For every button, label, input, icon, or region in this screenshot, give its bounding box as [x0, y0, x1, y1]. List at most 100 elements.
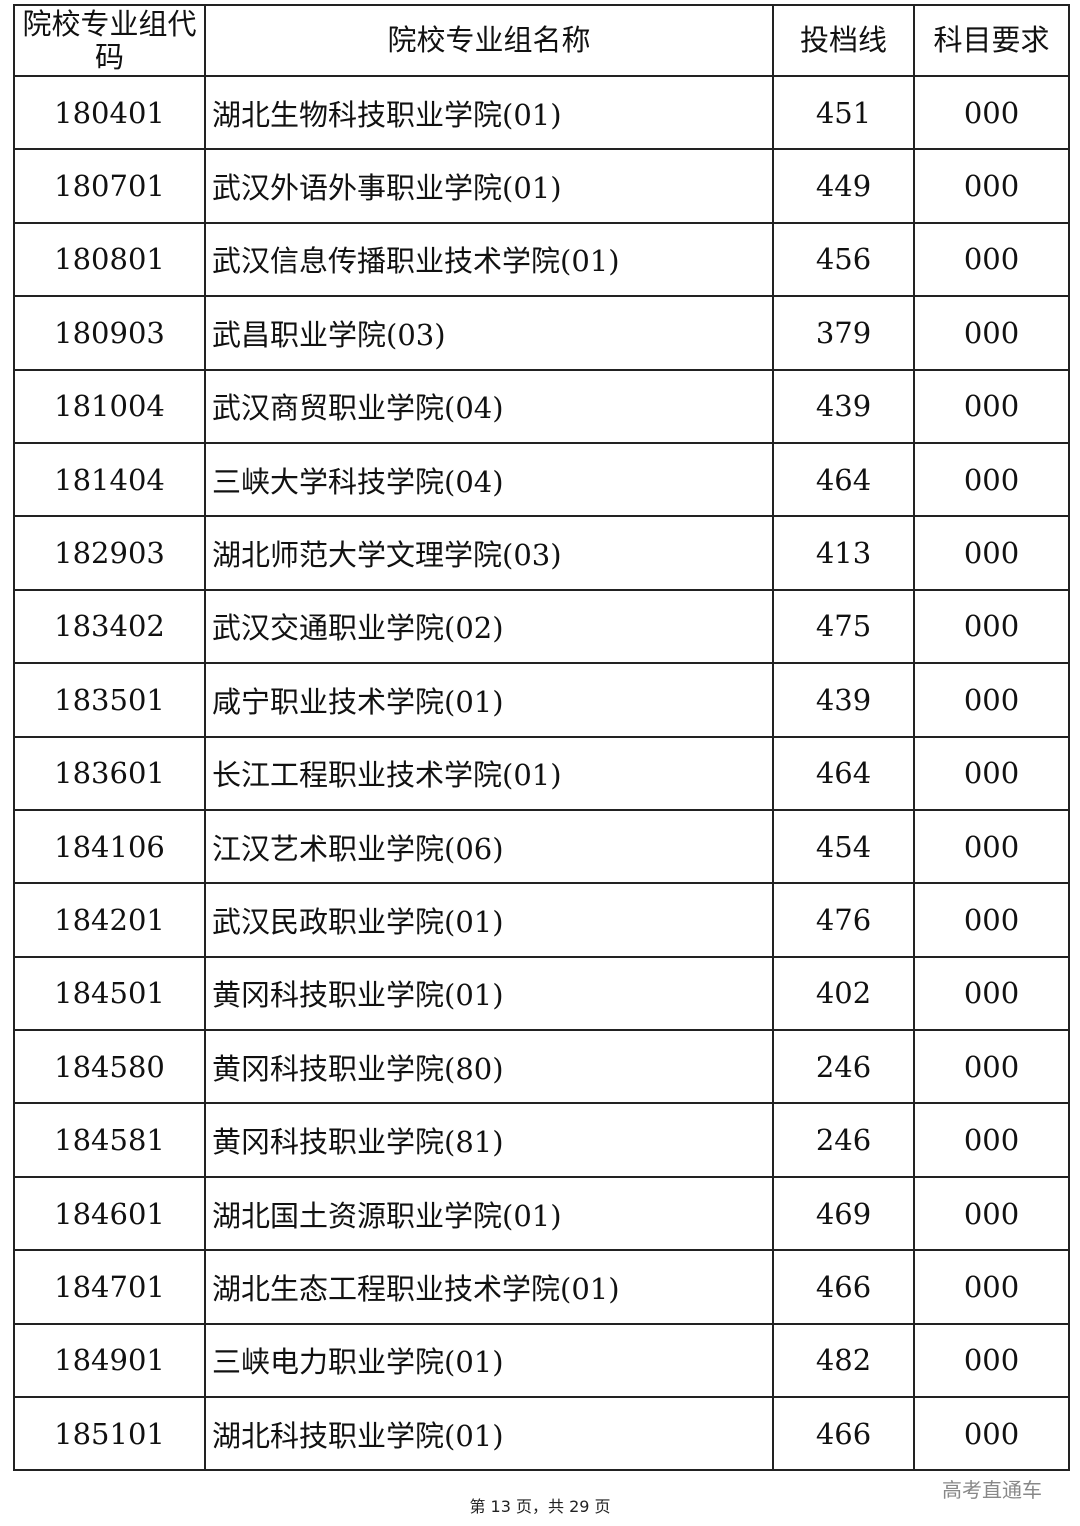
group-name-cell: 三峡大学科技学院(04) [204, 441, 774, 518]
cutoff-score-cell: 402 [772, 955, 915, 1032]
subject-requirement-cell: 000 [913, 1029, 1070, 1105]
header-cutoff-score: 投档线 [772, 4, 915, 77]
group-name-cell: 黄冈科技职业学院(81) [204, 1102, 774, 1178]
header-subject-requirement: 科目要求 [913, 4, 1070, 77]
group-name-cell: 黄冈科技职业学院(01) [204, 955, 774, 1032]
group-name-cell: 湖北生物科技职业学院(01) [204, 74, 774, 151]
group-name-cell: 江汉艺术职业学院(06) [204, 808, 774, 885]
cutoff-score-cell: 413 [772, 515, 915, 591]
cutoff-score-cell: 456 [772, 221, 915, 298]
table-row: 184580 黄冈科技职业学院(80) 246 000 [13, 1029, 1070, 1105]
cutoff-score-cell: 475 [772, 588, 915, 665]
table-row: 180903 武昌职业学院(03) 379 000 [13, 295, 1070, 371]
table-row: 184901 三峡电力职业学院(01) 482 000 [13, 1322, 1070, 1399]
cutoff-score-cell: 482 [772, 1322, 915, 1399]
subject-requirement-cell: 000 [913, 1322, 1070, 1399]
subject-requirement-cell: 000 [913, 74, 1070, 151]
subject-requirement-cell: 000 [913, 368, 1070, 444]
subject-requirement-cell: 000 [913, 1175, 1070, 1252]
cutoff-score-cell: 449 [772, 148, 915, 224]
cutoff-score-cell: 466 [772, 1396, 915, 1472]
table-row: 180401 湖北生物科技职业学院(01) 451 000 [13, 74, 1070, 151]
group-name-cell: 武汉信息传播职业技术学院(01) [204, 221, 774, 298]
table-row: 183402 武汉交通职业学院(02) 475 000 [13, 588, 1070, 665]
group-name-cell: 三峡电力职业学院(01) [204, 1322, 774, 1399]
table-row: 181404 三峡大学科技学院(04) 464 000 [13, 441, 1070, 518]
group-name-cell: 湖北国土资源职业学院(01) [204, 1175, 774, 1252]
cutoff-score-cell: 379 [772, 295, 915, 371]
table-row: 184201 武汉民政职业学院(01) 476 000 [13, 882, 1070, 958]
group-code-cell: 181404 [13, 441, 206, 518]
cutoff-score-cell: 451 [772, 74, 915, 151]
group-name-cell: 武汉交通职业学院(02) [204, 588, 774, 665]
group-name-cell: 武汉民政职业学院(01) [204, 882, 774, 958]
subject-requirement-cell: 000 [913, 221, 1070, 298]
table-row: 182903 湖北师范大学文理学院(03) 413 000 [13, 515, 1070, 591]
cutoff-score-cell: 439 [772, 662, 915, 738]
group-name-cell: 咸宁职业技术学院(01) [204, 662, 774, 738]
subject-requirement-cell: 000 [913, 588, 1070, 665]
group-name-cell: 长江工程职业技术学院(01) [204, 735, 774, 811]
table-row: 184106 江汉艺术职业学院(06) 454 000 [13, 808, 1070, 885]
group-name-cell: 湖北科技职业学院(01) [204, 1396, 774, 1472]
group-code-cell: 182903 [13, 515, 206, 591]
table-row: 180701 武汉外语外事职业学院(01) 449 000 [13, 148, 1070, 224]
group-code-cell: 180401 [13, 74, 206, 151]
table-row: 183501 咸宁职业技术学院(01) 439 000 [13, 662, 1070, 738]
table-row: 185101 湖北科技职业学院(01) 466 000 [13, 1396, 1070, 1472]
group-code-cell: 180701 [13, 148, 206, 224]
group-code-cell: 184601 [13, 1175, 206, 1252]
group-code-cell: 184701 [13, 1249, 206, 1325]
admission-score-table: 院校专业组代码 院校专业组名称 投档线 科目要求 180401 湖北生物科技职业学… [13, 4, 1070, 1472]
group-code-cell: 184106 [13, 808, 206, 885]
subject-requirement-cell: 000 [913, 1396, 1070, 1472]
group-name-cell: 武汉外语外事职业学院(01) [204, 148, 774, 224]
page-footer: 第 13 页，共 29 页 [469, 1497, 611, 1516]
group-code-cell: 184501 [13, 955, 206, 1032]
group-code-cell: 181004 [13, 368, 206, 444]
group-code-cell: 184901 [13, 1322, 206, 1399]
subject-requirement-cell: 000 [913, 1249, 1070, 1325]
group-code-cell: 184581 [13, 1102, 206, 1178]
group-name-cell: 黄冈科技职业学院(80) [204, 1029, 774, 1105]
cutoff-score-cell: 476 [772, 882, 915, 958]
group-code-cell: 183402 [13, 588, 206, 665]
group-code-cell: 183501 [13, 662, 206, 738]
header-group-name: 院校专业组名称 [204, 4, 774, 77]
subject-requirement-cell: 000 [913, 882, 1070, 958]
cutoff-score-cell: 246 [772, 1029, 915, 1105]
table-row: 184501 黄冈科技职业学院(01) 402 000 [13, 955, 1070, 1032]
subject-requirement-cell: 000 [913, 441, 1070, 518]
cutoff-score-cell: 246 [772, 1102, 915, 1178]
group-name-cell: 武昌职业学院(03) [204, 295, 774, 371]
group-code-cell: 180903 [13, 295, 206, 371]
table-row: 183601 长江工程职业技术学院(01) 464 000 [13, 735, 1070, 811]
group-name-cell: 湖北师范大学文理学院(03) [204, 515, 774, 591]
group-code-cell: 183601 [13, 735, 206, 811]
subject-requirement-cell: 000 [913, 1102, 1070, 1178]
table-row: 184581 黄冈科技职业学院(81) 246 000 [13, 1102, 1070, 1178]
group-code-cell: 185101 [13, 1396, 206, 1472]
group-code-cell: 184580 [13, 1029, 206, 1105]
subject-requirement-cell: 000 [913, 662, 1070, 738]
cutoff-score-cell: 464 [772, 441, 915, 518]
subject-requirement-cell: 000 [913, 148, 1070, 224]
group-code-cell: 184201 [13, 882, 206, 958]
table-row: 181004 武汉商贸职业学院(04) 439 000 [13, 368, 1070, 444]
subject-requirement-cell: 000 [913, 515, 1070, 591]
subject-requirement-cell: 000 [913, 295, 1070, 371]
table-row: 184601 湖北国土资源职业学院(01) 469 000 [13, 1175, 1070, 1252]
subject-requirement-cell: 000 [913, 735, 1070, 811]
cutoff-score-cell: 454 [772, 808, 915, 885]
watermark: 高考直通车 [942, 1478, 1042, 1502]
group-code-cell: 180801 [13, 221, 206, 298]
subject-requirement-cell: 000 [913, 808, 1070, 885]
table-row: 184701 湖北生态工程职业技术学院(01) 466 000 [13, 1249, 1070, 1325]
cutoff-score-cell: 439 [772, 368, 915, 444]
group-name-cell: 武汉商贸职业学院(04) [204, 368, 774, 444]
subject-requirement-cell: 000 [913, 955, 1070, 1032]
table-header-row: 院校专业组代码 院校专业组名称 投档线 科目要求 [13, 4, 1070, 77]
cutoff-score-cell: 469 [772, 1175, 915, 1252]
header-group-code: 院校专业组代码 [13, 4, 206, 77]
table-row: 180801 武汉信息传播职业技术学院(01) 456 000 [13, 221, 1070, 298]
